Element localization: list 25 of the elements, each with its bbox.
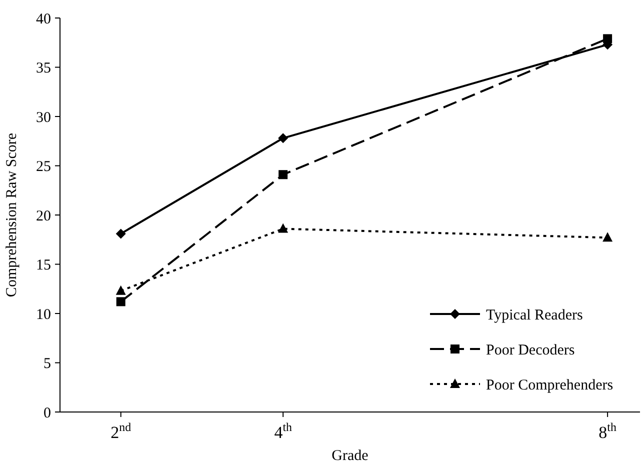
- y-tick-label: 40: [36, 11, 51, 28]
- legend-label: Typical Readers: [486, 307, 583, 324]
- legend-label: Poor Comprehenders: [486, 377, 614, 394]
- y-tick-label: 10: [36, 306, 51, 323]
- point: [116, 228, 126, 239]
- x-tick-label: 8$^{th}$: [598, 420, 616, 442]
- y-tick-label: 30: [36, 110, 51, 126]
- point: [602, 232, 613, 242]
- y-tick-label: 25: [36, 159, 51, 175]
- y-tick-label: 5: [44, 356, 51, 372]
- point: [603, 34, 612, 44]
- y-tick-label: 35: [36, 60, 51, 76]
- point: [278, 170, 288, 180]
- x-tick-label: 4$^{th}$: [274, 420, 292, 442]
- y-tick-label: 15: [36, 258, 51, 274]
- point: [278, 223, 288, 233]
- y-tick-label: 0: [44, 405, 51, 422]
- point: [116, 297, 126, 306]
- legend-label: Poor Decoders: [486, 342, 575, 358]
- y-axis-title: Comprehension Raw Score: [4, 132, 20, 298]
- x-axis-title: Grade: [332, 448, 369, 464]
- y-tick-label: 20: [36, 208, 51, 224]
- x-tick-label: 2$^{nd}$: [110, 420, 132, 442]
- point: [116, 285, 126, 295]
- point: [278, 133, 288, 144]
